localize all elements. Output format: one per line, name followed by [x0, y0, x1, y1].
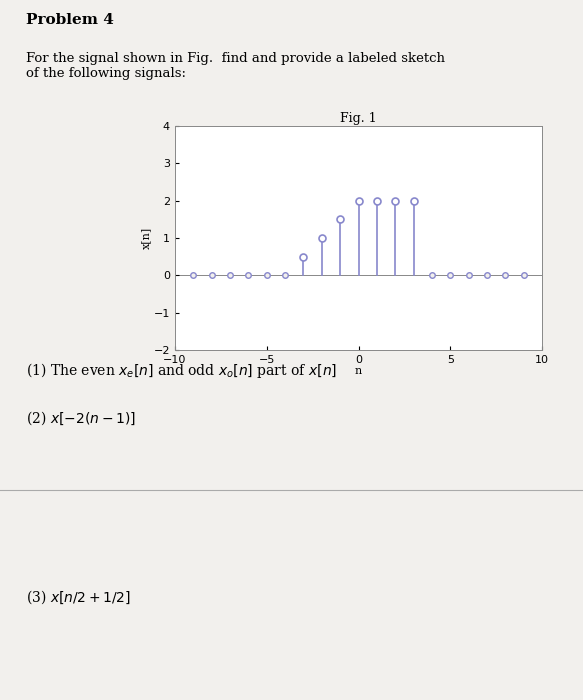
Text: Problem 4: Problem 4: [26, 13, 114, 27]
Text: For the signal shown in Fig.  find and provide a labeled sketch
of the following: For the signal shown in Fig. find and pr…: [26, 52, 445, 80]
Text: (1) The even $x_e[n]$ and odd $x_o[n]$ part of $x[n]$: (1) The even $x_e[n]$ and odd $x_o[n]$ p…: [26, 360, 338, 379]
Y-axis label: x[n]: x[n]: [141, 227, 151, 249]
Text: (2) $x[-2(n-1)]$: (2) $x[-2(n-1)]$: [26, 410, 136, 427]
Title: Fig. 1: Fig. 1: [340, 112, 377, 125]
X-axis label: n: n: [355, 366, 362, 377]
Text: (3) $x[n/2+1/2]$: (3) $x[n/2+1/2]$: [26, 588, 131, 606]
